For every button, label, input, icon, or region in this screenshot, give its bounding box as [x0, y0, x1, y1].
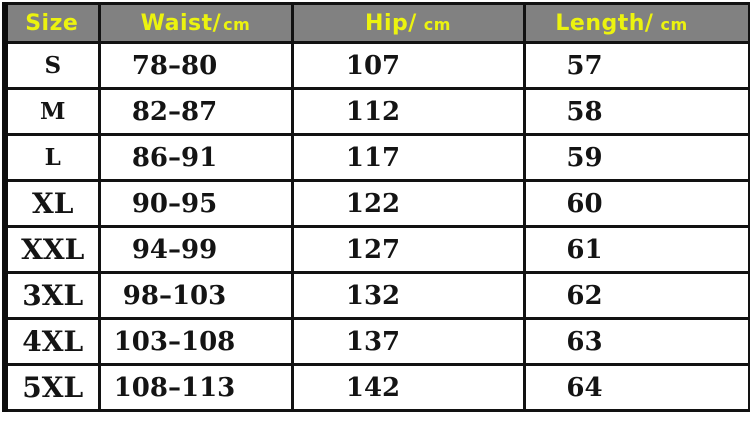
hip-cell: 137: [290, 317, 526, 366]
waist-value: 82–87: [131, 96, 218, 127]
length-cell: 57: [522, 41, 750, 90]
header-label: Hip/: [365, 10, 417, 36]
header-cell-length: Length/cm: [522, 2, 750, 44]
waist-cell: 86–91: [97, 133, 294, 182]
table-row: L 86–91 117 59: [3, 133, 750, 182]
waist-value: 103–108: [113, 326, 236, 357]
hip-value: 137: [345, 326, 401, 357]
length-value: 58: [566, 96, 603, 127]
hip-cell: 127: [290, 225, 526, 274]
header-unit: cm: [223, 14, 251, 34]
size-chart-table: Size Waist/cm Hip/cm Length/cm S 78–80 1…: [2, 2, 750, 412]
length-value: 57: [566, 50, 603, 81]
length-cell: 63: [522, 317, 750, 366]
table-body: S 78–80 107 57 M 82–87 112 58 L 86–91 11…: [3, 41, 750, 412]
length-cell: 61: [522, 225, 750, 274]
header-unit: cm: [423, 14, 451, 34]
header-cell-waist: Waist/cm: [97, 2, 294, 44]
waist-value: 90–95: [131, 188, 218, 219]
waist-cell: 108–113: [97, 363, 294, 412]
hip-value: 142: [345, 372, 401, 403]
waist-value: 86–91: [131, 142, 218, 173]
hip-cell: 117: [290, 133, 526, 182]
length-value: 64: [566, 372, 603, 403]
hip-value: 127: [345, 234, 401, 265]
length-cell: 62: [522, 271, 750, 320]
waist-cell: 94–99: [97, 225, 294, 274]
size-value: L: [44, 144, 61, 171]
header-cell-size: Size: [3, 2, 101, 44]
hip-cell: 142: [290, 363, 526, 412]
waist-cell: 82–87: [97, 87, 294, 136]
waist-value: 108–113: [113, 372, 236, 403]
size-cell: XXL: [3, 225, 101, 274]
length-value: 61: [566, 234, 603, 265]
table-row: M 82–87 112 58: [3, 87, 750, 136]
length-cell: 58: [522, 87, 750, 136]
table-row: XXL 94–99 127 61: [3, 225, 750, 274]
length-value: 59: [566, 142, 603, 173]
size-value: XL: [32, 187, 74, 220]
size-value: XXL: [21, 233, 85, 266]
waist-cell: 98–103: [97, 271, 294, 320]
length-value: 62: [566, 280, 603, 311]
length-cell: 59: [522, 133, 750, 182]
table-row: S 78–80 107 57: [3, 41, 750, 90]
size-value: S: [44, 52, 62, 79]
table-row: 3XL 98–103 132 62: [3, 271, 750, 320]
waist-value: 78–80: [131, 50, 218, 81]
length-value: 60: [566, 188, 603, 219]
table-row: 4XL 103–108 137 63: [3, 317, 750, 366]
header-label: Waist/: [140, 10, 222, 36]
header-row: Size Waist/cm Hip/cm Length/cm: [3, 2, 750, 44]
size-cell: 4XL: [3, 317, 101, 366]
header-cell-hip: Hip/cm: [290, 2, 526, 44]
size-cell: 3XL: [3, 271, 101, 320]
hip-cell: 132: [290, 271, 526, 320]
size-cell: 5XL: [3, 363, 101, 412]
hip-value: 107: [345, 50, 401, 81]
length-cell: 64: [522, 363, 750, 412]
hip-value: 117: [345, 142, 401, 173]
header-label: Length/: [555, 10, 654, 36]
waist-cell: 103–108: [97, 317, 294, 366]
size-value: 3XL: [22, 279, 84, 312]
waist-value: 94–99: [131, 234, 218, 265]
hip-value: 132: [345, 280, 401, 311]
hip-cell: 107: [290, 41, 526, 90]
size-value: 5XL: [22, 371, 84, 404]
size-cell: S: [3, 41, 101, 90]
hip-value: 122: [345, 188, 401, 219]
table-row: 5XL 108–113 142 64: [3, 363, 750, 412]
size-cell: XL: [3, 179, 101, 228]
size-cell: M: [3, 87, 101, 136]
table-header: Size Waist/cm Hip/cm Length/cm: [3, 2, 750, 44]
header-label: Size: [25, 10, 79, 36]
table-row: XL 90–95 122 60: [3, 179, 750, 228]
waist-cell: 78–80: [97, 41, 294, 90]
waist-value: 98–103: [122, 280, 227, 311]
waist-cell: 90–95: [97, 179, 294, 228]
size-value: 4XL: [22, 325, 84, 358]
length-cell: 60: [522, 179, 750, 228]
size-value: M: [40, 98, 66, 125]
length-value: 63: [566, 326, 603, 357]
size-cell: L: [3, 133, 101, 182]
hip-cell: 122: [290, 179, 526, 228]
header-unit: cm: [660, 14, 688, 34]
hip-cell: 112: [290, 87, 526, 136]
hip-value: 112: [345, 96, 401, 127]
